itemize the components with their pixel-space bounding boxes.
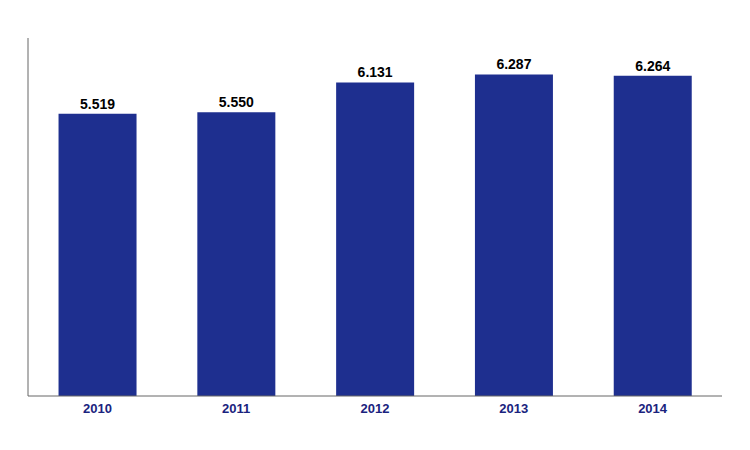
svg-text:5.519: 5.519 — [80, 96, 115, 112]
svg-text:2012: 2012 — [361, 401, 390, 416]
svg-text:6.287: 6.287 — [496, 56, 531, 72]
svg-text:5.550: 5.550 — [219, 94, 254, 110]
svg-text:2010: 2010 — [83, 401, 112, 416]
svg-text:2014: 2014 — [638, 401, 668, 416]
svg-text:2013: 2013 — [499, 401, 528, 416]
svg-text:2011: 2011 — [222, 401, 250, 416]
svg-text:6.264: 6.264 — [635, 58, 670, 74]
svg-text:6.131: 6.131 — [358, 64, 393, 80]
